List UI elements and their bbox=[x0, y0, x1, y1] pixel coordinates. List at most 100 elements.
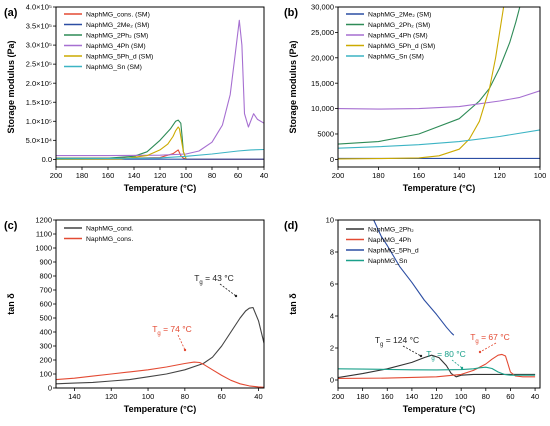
plot-frame bbox=[55, 6, 265, 168]
tg-symbol: T bbox=[470, 332, 475, 342]
x-tick-label: 200 bbox=[332, 171, 345, 180]
tg-pointer-line bbox=[219, 283, 237, 297]
x-axis-label: Temperature (°C) bbox=[403, 183, 475, 193]
x-tick-label: 60 bbox=[217, 392, 225, 401]
series-group bbox=[338, 220, 536, 379]
plot-frame bbox=[337, 219, 541, 389]
y-axis-label: tan δ bbox=[288, 293, 298, 315]
x-tick-label: 140 bbox=[453, 171, 466, 180]
y-tick-label: 0 bbox=[48, 384, 52, 393]
x-tick-label: 80 bbox=[208, 171, 216, 180]
legend-label-1: NaphMG_cons. (SM) bbox=[86, 11, 150, 18]
x-tick-label: 80 bbox=[482, 392, 490, 401]
series-line-3 bbox=[373, 220, 455, 336]
x-tick-label: 80 bbox=[181, 392, 189, 401]
x-tick-label: 160 bbox=[102, 171, 115, 180]
panel-letter: (b) bbox=[284, 7, 298, 19]
series-group bbox=[56, 306, 264, 388]
y-tick-label: 0 bbox=[330, 376, 334, 385]
x-tick-label: 140 bbox=[128, 171, 141, 180]
tg-symbol: T bbox=[152, 324, 157, 334]
tg-annotation-3: Tg = 67 °C bbox=[470, 332, 510, 345]
x-tick-label: 120 bbox=[154, 171, 167, 180]
x-tick-label: 140 bbox=[68, 392, 81, 401]
tg-pointer-head bbox=[183, 348, 187, 352]
panel-letter: (a) bbox=[4, 7, 18, 19]
series-line-2 bbox=[338, 7, 521, 145]
x-tick-label: 60 bbox=[234, 171, 242, 180]
panel-3: 140 120 100 80 60 400100200300400500600700800… bbox=[4, 216, 265, 414]
y-tick-label: 4 bbox=[330, 312, 334, 321]
tg-annotation-1: Tg = 43 °C bbox=[194, 273, 234, 286]
legend-label-1: NaphMG_cond. bbox=[86, 225, 134, 232]
x-tick-label: 180 bbox=[356, 392, 369, 401]
x-tick-label: 160 bbox=[381, 392, 394, 401]
legend-label-3: NaphMG_4Ph (SM) bbox=[368, 32, 428, 39]
y-tick-label: 2.5×10⁵ bbox=[26, 60, 52, 69]
tg-pointer-head bbox=[234, 294, 238, 298]
y-tick-label: 0 bbox=[330, 155, 334, 164]
y-axis-label: Storage modulus (Pa) bbox=[6, 40, 16, 133]
tg-value: = 80 °C bbox=[435, 349, 466, 359]
legend-label-2: NaphMG_4Ph bbox=[368, 237, 411, 244]
series-line-3 bbox=[56, 119, 187, 159]
series-line-1 bbox=[338, 354, 536, 379]
series-line-6 bbox=[56, 148, 264, 160]
y-tick-label: 20,000 bbox=[311, 53, 334, 62]
y-tick-label: 1.5×10⁵ bbox=[26, 98, 52, 107]
x-tick-label: 100 bbox=[180, 171, 193, 180]
y-tick-label: 5.0×10⁴ bbox=[26, 136, 52, 145]
series-line-4 bbox=[338, 366, 536, 376]
x-tick-label: 100 bbox=[455, 392, 468, 401]
y-tick-label: 6 bbox=[330, 280, 334, 289]
tg-subscript: g bbox=[157, 331, 160, 337]
x-tick-label: 60 bbox=[506, 392, 514, 401]
tg-symbol: T bbox=[194, 273, 199, 283]
tg-pointer-head bbox=[460, 366, 464, 370]
x-tick-label: 140 bbox=[406, 392, 419, 401]
tg-value: = 67 °C bbox=[479, 332, 510, 342]
x-tick-label: 40 bbox=[260, 171, 268, 180]
legend-label-2: NaphMG_cons. bbox=[86, 236, 133, 243]
y-tick-label: 500 bbox=[39, 314, 52, 323]
plot-frame bbox=[55, 219, 265, 389]
plot-frame bbox=[337, 6, 541, 168]
x-axis-label: Temperature (°C) bbox=[124, 404, 196, 414]
tg-pointer-line bbox=[479, 342, 497, 353]
x-tick-label: 100 bbox=[142, 392, 155, 401]
series-line-4 bbox=[56, 19, 264, 157]
y-tick-label: 5000 bbox=[317, 130, 334, 139]
tg-pointer-head bbox=[419, 354, 423, 358]
legend-label-4: NaphMG_5Ph_d (SM) bbox=[368, 43, 435, 50]
y-tick-label: 400 bbox=[39, 328, 52, 337]
x-tick-label: 40 bbox=[254, 392, 262, 401]
y-tick-label: 4.0×10⁵ bbox=[26, 3, 52, 12]
panel-4: 200 180 160 140 120 100 80 60 40 0 2 4 6 8 10 Temperatu… bbox=[284, 216, 541, 414]
y-tick-label: 2.0×10⁵ bbox=[26, 79, 52, 88]
legend: NaphMG_cons. (SM) NaphMG_2Me₂ (SM) NaphMG_… bbox=[64, 11, 153, 71]
panel-letter: (c) bbox=[4, 220, 18, 232]
tg-annotation-2: Tg = 74 °C bbox=[152, 324, 192, 337]
y-tick-label: 1100 bbox=[36, 230, 52, 239]
tg-value: = 43 °C bbox=[203, 273, 234, 283]
y-tick-label: 1000 bbox=[35, 244, 52, 253]
y-tick-label: 100 bbox=[39, 370, 52, 379]
legend-label-5: NaphMG_5Ph_d (SM) bbox=[86, 53, 153, 60]
y-tick-label: 300 bbox=[39, 342, 52, 351]
series-line-5 bbox=[338, 129, 540, 149]
y-tick-label: 15,000 bbox=[311, 79, 334, 88]
x-tick-label: 180 bbox=[372, 171, 385, 180]
y-tick-label: 1200 bbox=[35, 216, 52, 225]
y-tick-label: 2 bbox=[330, 344, 334, 353]
series-line-4 bbox=[338, 7, 505, 160]
legend-label-3: NaphMG_5Ph_d bbox=[368, 247, 419, 254]
series-line-1 bbox=[56, 306, 264, 385]
y-tick-label: 1.0×10⁵ bbox=[26, 117, 52, 126]
x-tick-label: 120 bbox=[105, 392, 118, 401]
series-line-5 bbox=[56, 126, 187, 160]
legend: NaphMG_2Me₂ (SM) NaphMG_2Ph₂ (SM) NaphMG_4… bbox=[346, 11, 435, 60]
y-axis-label: tan δ bbox=[6, 293, 16, 315]
legend-label-5: NaphMG_Sn (SM) bbox=[368, 53, 424, 60]
panel-1: 200 180 160 140 120 100 80 60 40 0.0 5.0×10⁴ 1.0×10… bbox=[4, 3, 268, 193]
x-tick-label: 160 bbox=[413, 171, 426, 180]
